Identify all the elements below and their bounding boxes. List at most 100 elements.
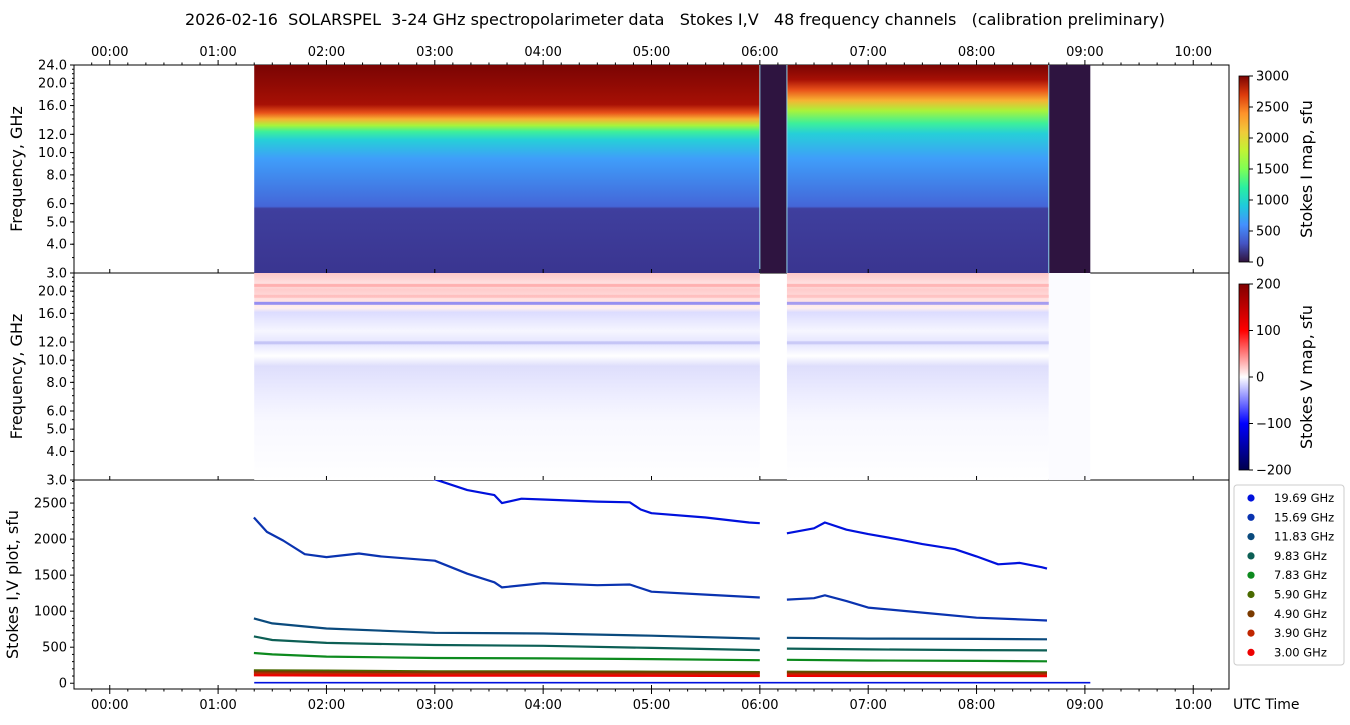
y-tick-label: 3.0 [46,474,67,489]
stokes-lines [253,480,1091,684]
legend-marker [1247,610,1255,618]
legend-label: 3.00 GHz [1274,645,1327,659]
stokes-v-heatmap [254,273,1091,480]
x-tick-label-top: 04:00 [524,45,561,60]
stokes-v-stripe [254,283,760,287]
x-tick-label-bottom: 01:00 [199,698,236,713]
y-tick-label: 500 [42,641,67,656]
colorbar-tick-label: 200 [1256,278,1281,293]
x-tick-label-top: 05:00 [633,45,670,60]
stokes-v-stripe [254,301,760,305]
x-tick-label-top: 09:00 [1066,45,1103,60]
series-line [786,658,1048,663]
y-tick-label: 10.0 [38,146,67,161]
series-line [253,672,760,676]
colorbar-tick-label: 2500 [1256,101,1289,116]
y-axis-label: Frequency, GHz [7,314,26,440]
y-tick-label: 1000 [34,605,67,620]
x-tick-label-bottom: 08:00 [958,698,995,713]
legend-marker [1247,629,1255,637]
colorbar-tick-label: 0 [1256,256,1264,271]
y-axis-label: Stokes I,V plot, sfu [3,510,22,659]
series-line [253,674,760,678]
series-line [786,521,1048,570]
colorbar-tick-label: −100 [1256,417,1292,432]
x-tick-label-top: 03:00 [416,45,453,60]
colorbar [1238,75,1250,263]
colorbar-tick-label: 500 [1256,225,1281,240]
stokes-i-segment-1 [254,65,760,273]
stokes-i-gap-1 [759,65,787,273]
x-tick-label-bottom: 00:00 [91,698,128,713]
x-tick-label-bottom: 05:00 [633,698,670,713]
legend-label: 5.90 GHz [1274,588,1327,602]
x-tick-label-bottom: 07:00 [849,698,886,713]
y-tick-label: 12.0 [38,336,67,351]
stokes-v-stripe [786,301,1049,305]
y-tick-label: 5.0 [46,423,67,438]
y-tick-label: 3.0 [46,267,67,282]
axes-layer: 00:00 00:00 01:00 01:00 02:00 02:00 03:00 03:00… [3,45,1212,713]
x-axis-label: UTC Time [1233,697,1299,713]
colorbar-tick-label: 100 [1256,324,1281,339]
series-line [431,480,760,525]
legend-marker [1247,571,1255,579]
series-line [253,516,760,599]
series-line [786,671,1048,675]
y-tick-label: 2500 [34,497,67,512]
y-tick-label: 6.0 [46,405,67,420]
colorbar-tick-label: −200 [1256,464,1292,479]
series-line [786,647,1048,652]
stokes-i-gap-2 [1048,65,1091,273]
legend-marker [1247,552,1255,560]
y-tick-label: 8.0 [46,376,67,391]
legend-label: 19.69 GHz [1274,491,1334,505]
y-tick-label: 8.0 [46,168,67,183]
y-tick-label: 10.0 [38,354,67,369]
x-tick-label-bottom: 09:00 [1066,698,1103,713]
series-line [786,594,1048,622]
stokes-v-stripe [786,341,1049,345]
legend-marker [1247,533,1255,541]
series-line [253,651,760,662]
x-tick-label-bottom: 04:00 [524,698,561,713]
y-tick-label: 20.0 [38,285,67,300]
stokes-iv-plot-panel [73,479,1230,690]
colorbar-tick-label: 0 [1256,371,1264,386]
y-tick-label: 4.0 [46,238,67,253]
stokes-v-stripe [254,341,760,345]
y-tick-label: 0 [59,677,67,692]
y-tick-label: 2000 [34,533,67,548]
y-tick-label: 6.0 [46,197,67,212]
y-tick-label: 1500 [34,569,67,584]
legend-marker [1247,494,1255,502]
y-tick-label: 20.0 [38,77,67,92]
legend-label: 15.69 GHz [1274,510,1334,524]
x-tick-label-top: 02:00 [308,45,345,60]
series-line [253,635,760,652]
x-tick-label-bottom: 03:00 [416,698,453,713]
stokes-v-stripe [786,283,1049,287]
colorbar-label: Stokes I map, sfu [1297,100,1316,238]
legend-label: 11.83 GHz [1274,530,1334,544]
y-tick-label: 16.0 [38,99,67,114]
y-tick-label: 16.0 [38,307,67,322]
colorbar-tick-label: 1000 [1256,194,1289,209]
colorbar-tick-label: 3000 [1256,70,1289,85]
stokes-v-gap-2 [1048,273,1091,480]
x-tick-label-top: 06:00 [741,45,778,60]
x-tick-label-top: 10:00 [1175,45,1212,60]
x-tick-label-top: 08:00 [958,45,995,60]
stokes-i-heatmap [254,65,1091,273]
series-line [786,636,1048,641]
legend-marker [1247,513,1255,521]
x-tick-label-bottom: 02:00 [308,698,345,713]
plot-legend: 19.69 GHz 15.69 GHz 11.83 GHz 9.83 GHz 7.83 … [1233,484,1345,666]
stokes-v-stripe [254,294,760,298]
y-tick-label: 4.0 [46,445,67,460]
y-axis-label: Frequency, GHz [7,106,26,232]
stokes-i-segment-2 [786,65,1049,273]
legend-marker [1247,590,1255,599]
